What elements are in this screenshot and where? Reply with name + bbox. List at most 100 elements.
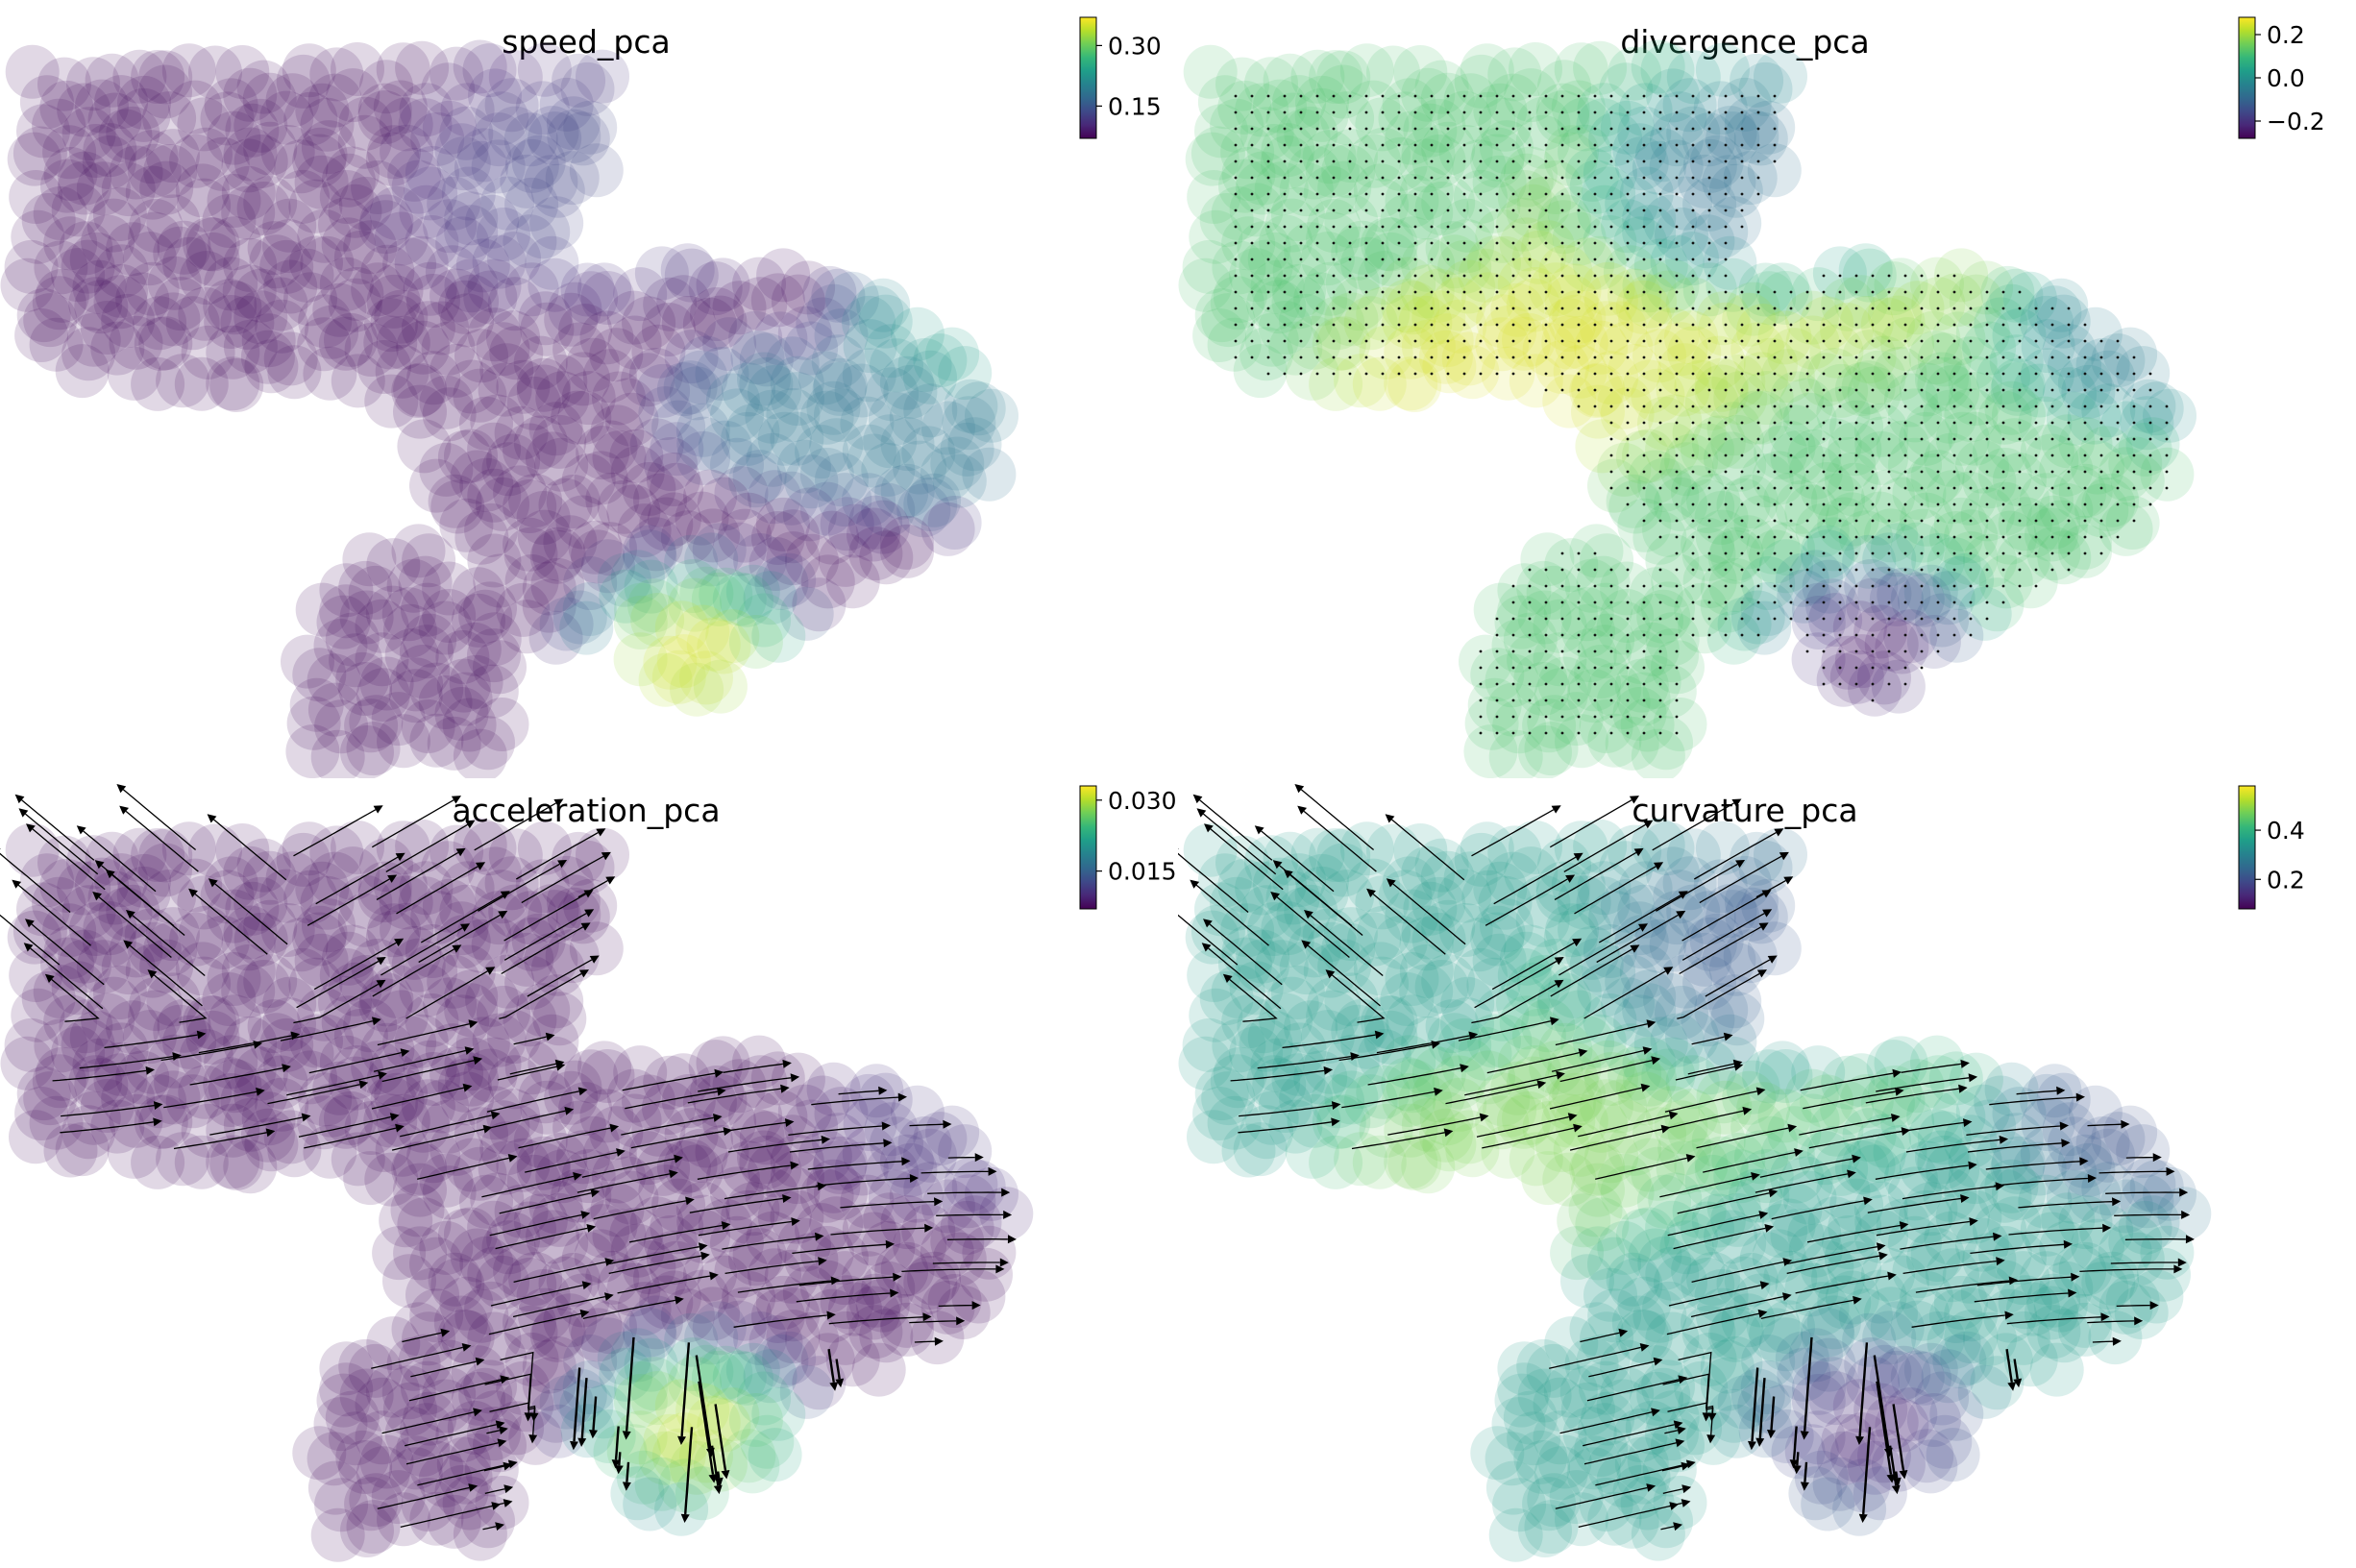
divergence-pca-point xyxy=(1625,622,1680,676)
divergence-pca-grid-dot xyxy=(2099,372,2103,376)
acceleration-pca-point xyxy=(644,1215,698,1269)
curvature-pca-arrowhead xyxy=(1958,1084,1968,1093)
speed-pca-colorbar-gradient xyxy=(1079,16,1097,139)
speed-pca-point xyxy=(470,394,525,449)
divergence-pca-grid-dot xyxy=(1887,617,1891,621)
acceleration-pca-point xyxy=(329,1411,383,1466)
speed-pca-point xyxy=(195,136,250,191)
acceleration-pca-point xyxy=(697,1398,751,1453)
speed-pca-point xyxy=(418,600,473,655)
speed-pca-point xyxy=(825,554,880,609)
divergence-pca-point xyxy=(1258,301,1313,355)
speed-pca-point xyxy=(486,433,541,488)
divergence-pca-grid-dot xyxy=(2132,421,2136,425)
divergence-pca-grid-dot xyxy=(1838,535,1842,539)
curvature-pca-point xyxy=(1694,1269,1749,1323)
acceleration-pca-point xyxy=(737,1371,792,1426)
divergence-pca-point xyxy=(1213,268,1267,323)
acceleration-pca-arrowhead xyxy=(883,1139,893,1148)
divergence-pca-point xyxy=(1612,123,1667,178)
speed-pca-point xyxy=(547,109,601,163)
acceleration-pca-point xyxy=(868,1169,922,1224)
divergence-pca-grid-dot xyxy=(1740,568,1744,572)
divergence-pca-grid-dot xyxy=(1266,257,1270,261)
divergence-pca-grid-dot xyxy=(1675,502,1679,506)
speed-pca-point xyxy=(874,465,929,520)
speed-pca-point xyxy=(702,317,757,372)
acceleration-pca-point xyxy=(606,1068,661,1123)
curvature-pca-point xyxy=(2079,1204,2134,1259)
divergence-pca-grid-dot xyxy=(1626,437,1630,441)
divergence-pca-grid-dot xyxy=(1430,176,1434,180)
acceleration-pca-point xyxy=(910,1311,965,1365)
divergence-pca-grid-dot xyxy=(1397,159,1401,163)
divergence-pca-point xyxy=(1235,83,1289,137)
speed-pca-point xyxy=(298,294,353,349)
divergence-pca-point xyxy=(1631,728,1685,778)
curvature-pca-arrowhead xyxy=(1995,1182,2005,1191)
speed-pca-point xyxy=(292,648,347,702)
divergence-pca-grid-dot xyxy=(1854,372,1858,376)
speed-pca-point xyxy=(609,429,664,483)
divergence-pca-grid-dot xyxy=(1544,143,1548,147)
acceleration-pca-streamline xyxy=(125,810,199,872)
divergence-pca-grid-dot xyxy=(1903,519,1907,523)
acceleration-pca-streamline xyxy=(509,1063,556,1075)
divergence-pca-point xyxy=(1900,362,1953,417)
divergence-pca-grid-dot xyxy=(1528,649,1532,653)
speed-pca-point xyxy=(544,292,599,347)
divergence-pca-grid-dot xyxy=(1560,372,1564,376)
curvature-pca-streamline xyxy=(1770,1396,1776,1431)
speed-pca-point xyxy=(583,420,638,475)
curvature-pca-point xyxy=(1564,1336,1619,1391)
acceleration-pca-streamline xyxy=(947,1156,975,1159)
curvature-pca-arrowhead xyxy=(1669,1502,1680,1510)
divergence-pca-grid-dot xyxy=(1479,192,1483,196)
acceleration-pca-arrowhead xyxy=(589,955,600,964)
divergence-pca-point xyxy=(1414,182,1469,235)
curvature-pca-point xyxy=(1906,1232,1961,1286)
speed-pca-point xyxy=(330,267,384,321)
divergence-pca-grid-dot xyxy=(1577,110,1581,114)
divergence-pca-grid-dot xyxy=(1364,355,1368,359)
speed-pca-point xyxy=(585,472,640,527)
divergence-pca-point xyxy=(2046,391,2100,446)
divergence-pca-grid-dot xyxy=(1691,208,1695,212)
curvature-pca-point xyxy=(2088,1311,2143,1365)
curvature-pca-point xyxy=(1928,1051,1983,1106)
acceleration-pca-point xyxy=(503,1295,556,1350)
divergence-pca-grid-dot xyxy=(1577,192,1581,196)
divergence-pca-point xyxy=(2081,383,2136,438)
acceleration-pca-point xyxy=(169,912,224,967)
curvature-pca-point xyxy=(1458,1026,1512,1081)
curvature-pca-point xyxy=(1582,944,1636,999)
divergence-pca-grid-dot xyxy=(1658,225,1662,229)
divergence-pca-point xyxy=(1507,633,1561,688)
divergence-pca-grid-dot xyxy=(1528,225,1532,229)
acceleration-pca-streamline xyxy=(111,874,185,936)
divergence-pca-grid-dot xyxy=(1952,372,1956,376)
curvature-pca-point xyxy=(1957,1364,2012,1419)
curvature-pca-point xyxy=(1441,1110,1496,1164)
divergence-pca-grid-dot xyxy=(1822,568,1826,572)
divergence-pca-grid-dot xyxy=(1413,274,1417,278)
acceleration-pca-arrowhead xyxy=(580,1211,591,1219)
acceleration-pca-point xyxy=(14,1087,69,1140)
divergence-pca-grid-dot xyxy=(1511,355,1515,359)
curvature-pca-point xyxy=(1708,942,1763,996)
curvature-pca-point xyxy=(1682,1041,1737,1095)
curvature-pca-point xyxy=(1696,1069,1751,1124)
acceleration-pca-point xyxy=(85,831,139,886)
acceleration-pca-point xyxy=(750,1051,805,1106)
divergence-pca-grid-dot xyxy=(1560,617,1564,621)
divergence-pca-grid-dot xyxy=(1250,323,1254,327)
divergence-pca-point xyxy=(1682,262,1737,317)
divergence-pca-grid-dot xyxy=(1642,110,1646,114)
curvature-pca-streamline xyxy=(1559,1060,1653,1083)
divergence-pca-point xyxy=(1403,103,1458,158)
acceleration-pca-point xyxy=(809,1196,864,1251)
divergence-pca-point xyxy=(1615,280,1670,334)
curvature-pca-point xyxy=(2105,1274,2160,1328)
divergence-pca-point xyxy=(1324,292,1379,347)
curvature-pca-arrowhead xyxy=(1204,823,1214,833)
